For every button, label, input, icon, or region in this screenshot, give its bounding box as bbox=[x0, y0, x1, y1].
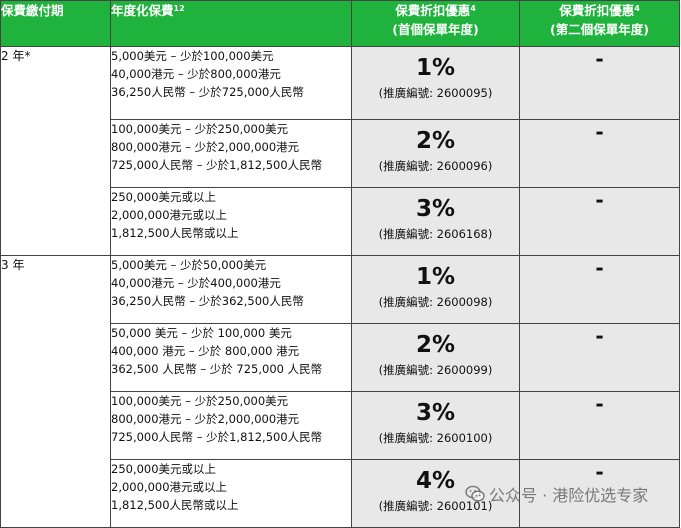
promo-code: (推廣編號: 2600100) bbox=[378, 431, 493, 445]
discount-rate: 4% bbox=[415, 468, 456, 494]
wechat-icon bbox=[465, 485, 485, 502]
discount-rate: 1% bbox=[415, 55, 456, 81]
table-row: 100,000美元 – 少於250,000美元 800,000港元 – 少於2,… bbox=[1, 391, 680, 460]
second-year-discount-cell: - bbox=[519, 255, 680, 324]
watermark: 公众号 · 港险优选专家 bbox=[465, 482, 648, 506]
first-year-discount-cell: 1% (推廣編號: 2600095) bbox=[351, 46, 520, 120]
discount-rate: 2% bbox=[415, 332, 456, 358]
first-year-discount-cell: 2% (推廣編號: 2600099) bbox=[351, 323, 520, 392]
promo-code: (推廣編號: 2600099) bbox=[378, 363, 493, 377]
payment-term-cell: 3 年 bbox=[0, 255, 111, 528]
first-year-discount-cell: 2% (推廣編號: 2600096) bbox=[351, 119, 520, 188]
discount-rate: 2% bbox=[415, 128, 456, 154]
second-year-discount-cell: - bbox=[519, 187, 680, 256]
table-row: 50,000 美元 – 少於 100,000 美元 400,000 港元 – 少… bbox=[1, 323, 680, 392]
table-row: 250,000美元或以上 2,000,000港元或以上 1,812,500人民幣… bbox=[1, 187, 680, 256]
watermark-text: 公众号 · 港险优选专家 bbox=[489, 486, 649, 505]
promo-code: (推廣編號: 2600095) bbox=[378, 86, 493, 100]
payment-term-cell: 2 年* bbox=[0, 46, 111, 256]
header-annual-premium: 年度化保費12 bbox=[110, 0, 352, 47]
table-row: 2 年* 5,000美元 – 少於100,000美元 40,000港元 – 少於… bbox=[0, 46, 680, 256]
discount-rate: 1% bbox=[415, 264, 456, 290]
premium-range-cell: 5,000美元 – 少於50,000美元 40,000港元 – 少於400,00… bbox=[110, 255, 352, 324]
second-year-discount-cell: - bbox=[519, 391, 680, 460]
discount-rate: 3% bbox=[415, 400, 456, 426]
header-second-year-discount: 保費折扣優惠4 (第二個保單年度) bbox=[519, 0, 680, 47]
footnote-marker: 12 bbox=[173, 4, 185, 13]
second-year-discount-cell: - bbox=[519, 46, 680, 120]
footnote-marker: 4 bbox=[634, 4, 640, 13]
second-year-discount-cell: - bbox=[519, 323, 680, 392]
promo-code: (推廣編號: 2600098) bbox=[378, 295, 493, 309]
premium-range-cell: 50,000 美元 – 少於 100,000 美元 400,000 港元 – 少… bbox=[110, 323, 352, 392]
premium-range-cell: 250,000美元或以上 2,000,000港元或以上 1,812,500人民幣… bbox=[110, 187, 352, 256]
table-row: 250,000美元或以上 2,000,000港元或以上 1,812,500人民幣… bbox=[1, 459, 680, 528]
footnote-marker: 4 bbox=[470, 4, 476, 13]
table-row: 100,000美元 – 少於250,000美元 800,000港元 – 少於2,… bbox=[1, 119, 680, 188]
premium-range-cell: 100,000美元 – 少於250,000美元 800,000港元 – 少於2,… bbox=[110, 119, 352, 188]
first-year-discount-cell: 3% (推廣編號: 2606168) bbox=[351, 187, 520, 256]
second-year-discount-cell: - bbox=[519, 119, 680, 188]
premium-range-cell: 5,000美元 – 少於100,000美元 40,000港元 – 少於800,0… bbox=[110, 46, 352, 120]
premium-range-cell: 100,000美元 – 少於250,000美元 800,000港元 – 少於2,… bbox=[110, 391, 352, 460]
header-row: 保費繳付期 年度化保費12 保費折扣優惠4 (首個保單年度) 保費折扣優惠4 (第二… bbox=[0, 0, 680, 47]
promo-code: (推廣編號: 2600096) bbox=[378, 159, 493, 173]
premium-range-cell: 250,000美元或以上 2,000,000港元或以上 1,812,500人民幣… bbox=[110, 459, 352, 528]
header-first-year-discount: 保費折扣優惠4 (首個保單年度) bbox=[351, 0, 520, 47]
header-payment-term: 保費繳付期 bbox=[0, 0, 111, 47]
first-year-discount-cell: 1% (推廣編號: 2600098) bbox=[351, 255, 520, 324]
table-row: 3 年 5,000美元 – 少於50,000美元 40,000港元 – 少於40… bbox=[0, 255, 680, 528]
promo-code: (推廣編號: 2600101) bbox=[378, 499, 493, 513]
promo-code: (推廣編號: 2606168) bbox=[378, 227, 493, 241]
discount-rate: 3% bbox=[415, 196, 456, 222]
second-year-discount-cell: - bbox=[519, 459, 680, 528]
first-year-discount-cell: 3% (推廣編號: 2600100) bbox=[351, 391, 520, 460]
